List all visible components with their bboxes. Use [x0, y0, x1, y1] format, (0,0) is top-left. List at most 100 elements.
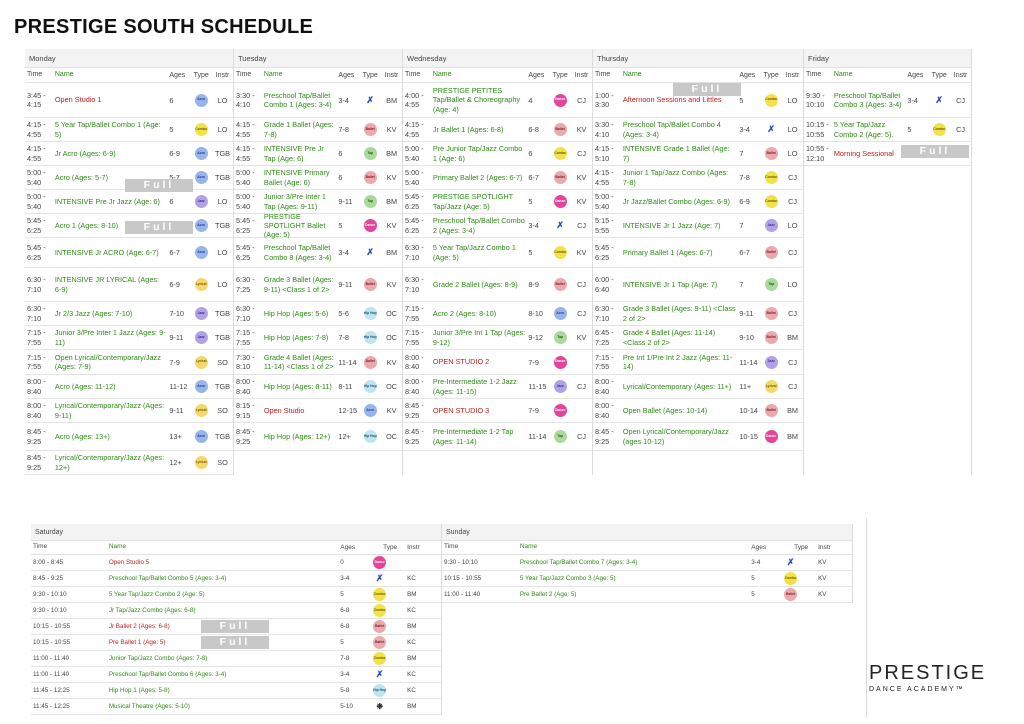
class-row[interactable]: 9:30 - 10:10 Preschool Tap/Ballet Combo 3…: [804, 83, 971, 118]
class-row[interactable]: 6:30 - 7:25 Grade 3 Ballet (Ages: 9-11) <…: [234, 268, 402, 302]
class-row[interactable]: 3:30 - 4:10 Preschool Tap/Ballet Combo 1 …: [234, 83, 402, 118]
class-name[interactable]: 5 Year Tap/Ballet Combo 1 (Age: 5): [54, 120, 161, 139]
class-row[interactable]: 5:45 - 6:25 Primary Ballet 1 (Ages: 6-7) 6…: [593, 238, 803, 268]
class-row[interactable]: 6:45 - 7:25 Grade 4 Ballet (Ages: 11-14) …: [593, 326, 803, 350]
class-name[interactable]: Preschool Tap/Ballet Combo 5 (Ages: 3-4): [108, 574, 227, 582]
class-row[interactable]: 10:55 - 12:10 Morning Sessional Full: [804, 142, 971, 166]
class-row[interactable]: 8:15 - 9:15 Open Studio 12-15 Acro KV: [234, 399, 402, 423]
class-name[interactable]: Musical Theatre (Ages: 5-10): [108, 702, 190, 710]
class-row[interactable]: 5:45 - 6:25 PRESTIGE SPOTLIGHT Tap/Jazz (…: [403, 190, 592, 214]
class-row[interactable]: 7:15 - 7:55 Junior 3/Pre Int 1 Tap (Ages:…: [403, 326, 592, 350]
class-row[interactable]: 8:45 - 9:25 Lyrical/Contemporary/Jazz (Ag…: [25, 451, 233, 475]
class-name[interactable]: Open Lyrical/Contemporary/Jazz (ages 10-…: [622, 427, 729, 446]
class-name[interactable]: PRESTIGE PETITES Tap/Ballet & Choreograp…: [432, 86, 521, 114]
class-row[interactable]: 11:00 - 11:40 Pre Ballet 2 (Age: 5) 5 Balle…: [442, 587, 852, 603]
class-name[interactable]: INTENSIVE Pre Jr Tap (Age: 6): [263, 144, 324, 163]
class-name[interactable]: Primary Ballet 1 (Ages: 6-7): [622, 247, 713, 257]
class-row[interactable]: 5:00 - 5:40 INTENSIVE Primary Ballet (Age…: [234, 166, 402, 190]
class-row[interactable]: 4:15 - 5:10 INTENSIVE Grade 1 Ballet (Age…: [593, 142, 803, 166]
class-name[interactable]: Junior Tap/Jazz Combo (Ages: 7-8): [108, 654, 208, 662]
class-name[interactable]: Jr Jazz/Ballet Combo (Ages: 6-9): [622, 196, 730, 206]
class-row[interactable]: 7:15 - 7:55 Acro 2 (Ages: 8-10) 8-10 Acro CJ: [403, 302, 592, 326]
class-row[interactable]: 6:30 - 7:10 Hip Hop (Ages: 5-6) 5-6 Hip Hop…: [234, 302, 402, 326]
class-row[interactable]: 4:00 - 4:55 PRESTIGE PETITES Tap/Ballet &…: [403, 83, 592, 118]
class-name[interactable]: Jr Ballet 2 (Ages: 6-8): [108, 622, 170, 630]
class-row[interactable]: 5:45 - 6:25 Preschool Tap/Ballet Combo 2 …: [403, 214, 592, 238]
class-row[interactable]: 8:00 - 8:40 Pre-Intermediate 1-2 Jazz (Ag…: [403, 375, 592, 399]
class-row[interactable]: 8:45 - 9:25 OPEN STUDIO 3 7-9 Dance: [403, 399, 592, 423]
class-row[interactable]: 6:30 - 7:10 Jr 2/3 Jazz (Ages: 7-10) 7-10 J…: [25, 302, 233, 326]
class-name[interactable]: INTENSIVE Grade 1 Ballet (Age: 7): [622, 144, 730, 163]
class-row[interactable]: 8:00 - 8:40 Lyrical/Contemporary/Jazz (Ag…: [25, 399, 233, 423]
class-name[interactable]: INTENSIVE Pre Jr Jazz (Age: 6): [54, 196, 160, 206]
class-name[interactable]: Preschool Tap/Ballet Combo 8 (Ages: 3-4): [263, 243, 332, 262]
class-row[interactable]: 6:00 - 6:40 INTENSIVE Jr 1 Tap (Age: 7) 7 T…: [593, 268, 803, 302]
class-row[interactable]: 9:30 - 10:10 Preschool Tap/Ballet Combo 7…: [442, 555, 852, 571]
class-name[interactable]: Junior 1 Tap/Jazz Combo (Ages: 7-8): [622, 168, 729, 187]
class-row[interactable]: 4:15 - 4:55 Junior 1 Tap/Jazz Combo (Ages…: [593, 166, 803, 190]
class-name[interactable]: INTENSIVE Jr ACRO (Age: 6-7): [54, 247, 159, 257]
class-name[interactable]: Open Studio 5: [108, 558, 150, 566]
class-row[interactable]: 11:45 - 12:25 Hip Hop 1 (Ages: 5-8) 5-8 Hip…: [31, 683, 441, 699]
class-row[interactable]: 5:00 - 5:40 Pre Junior Tap/Jazz Combo 1 (…: [403, 142, 592, 166]
class-row[interactable]: 7:15 - 7:55 Junior 3/Pre Inter 1 Jazz (Ag…: [25, 326, 233, 350]
class-name[interactable]: PRESTIGE SPOTLIGHT Ballet (Age: 5): [263, 211, 326, 240]
class-name[interactable]: Preschool Tap/Ballet Combo 1 (Ages: 3-4): [263, 90, 332, 109]
class-name[interactable]: Grade 3 Ballet (Ages: 9-11) <Class 2 of …: [622, 304, 736, 323]
class-row[interactable]: 8:45 - 9:25 Open Lyrical/Contemporary/Jaz…: [593, 423, 803, 451]
class-row[interactable]: 7:15 - 7:55 Pre Int 1/Pre Int 2 Jazz (Age…: [593, 350, 803, 375]
class-name[interactable]: Lyrical/Contemporary/Jazz (Ages: 9-11): [54, 401, 165, 420]
class-row[interactable]: 4:15 - 4:55 Jr Ballet 1 (Ages: 6-8) 6-8 Bal…: [403, 118, 592, 142]
class-row[interactable]: 8:00 - 8:45 Open Studio 5 0 Dance: [31, 555, 441, 571]
class-name[interactable]: Morning Sessional: [833, 148, 894, 158]
class-name[interactable]: INTENSIVE Jr 1 Tap (Age: 7): [622, 279, 718, 289]
class-name[interactable]: Hip Hop (Ages: 8-11): [263, 381, 332, 391]
class-name[interactable]: Grade 4 Ballet (Ages: 11-14) <Class 1 of…: [263, 352, 334, 371]
class-name[interactable]: Preschool Tap/Ballet Combo 7 (Ages: 3-4): [519, 558, 638, 566]
class-row[interactable]: 7:15 - 7:55 Hip Hop (Ages: 7-8) 7-8 Hip Hop…: [234, 326, 402, 350]
class-name[interactable]: Hip Hop (Ages: 7-8): [263, 332, 329, 342]
class-name[interactable]: Acro 1 (Ages: 8-10): [54, 220, 119, 230]
class-row[interactable]: 9:30 - 10:10 5 Year Tap/Jazz Combo 2 (Age…: [31, 587, 441, 603]
class-row[interactable]: 10:15 - 10:55 5 Year Tap/Jazz Combo 3 (Ag…: [442, 571, 852, 587]
class-name[interactable]: INTENSIVE Primary Ballet (Age: 6): [263, 168, 330, 187]
class-name[interactable]: Pre Ballet 1 (Age: 5): [108, 638, 166, 646]
class-name[interactable]: PRESTIGE SPOTLIGHT Tap/Jazz (Age: 5): [432, 192, 514, 211]
class-name[interactable]: Hip Hop 1 (Ages: 5-8): [108, 686, 170, 694]
class-row[interactable]: 4:15 - 4:55 Jr Acro (Ages: 6-9) 6-9 Acro TGB: [25, 142, 233, 166]
class-row[interactable]: 8:45 - 9:25 Preschool Tap/Ballet Combo 5 …: [31, 571, 441, 587]
class-row[interactable]: 8:45 - 9:25 Acro (Ages: 13+) 13+ Acro TGB: [25, 423, 233, 451]
class-row[interactable]: 3:45 - 4:15 Open Studio 1 6 Acro LO: [25, 83, 233, 118]
class-name[interactable]: OPEN STUDIO 3: [432, 405, 490, 415]
class-row[interactable]: 8:00 - 8:40 OPEN STUDIO 2 7-9 Dance: [403, 350, 592, 375]
class-row[interactable]: 10:15 - 10:55 5 Year Tap/Jazz Combo 2 (Ag…: [804, 118, 971, 142]
class-row[interactable]: 11:00 - 11:40 Preschool Tap/Ballet Combo …: [31, 667, 441, 683]
class-row[interactable]: 6:30 - 7:10 Grade 3 Ballet (Ages: 9-11) <…: [593, 302, 803, 326]
class-row[interactable]: 8:00 - 8:40 Lyrical/Contemporary (Ages: 1…: [593, 375, 803, 399]
class-row[interactable]: 6:30 - 7:10 Grade 2 Ballet (Ages: 8-9) 8-9…: [403, 268, 592, 302]
class-name[interactable]: Jr Acro (Ages: 6-9): [54, 148, 116, 158]
class-name[interactable]: Preschool Tap/Ballet Combo 6 (Ages: 3-4): [108, 670, 227, 678]
class-row[interactable]: 8:00 - 8:40 Open Ballet (Ages: 10-14) 10-1…: [593, 399, 803, 423]
class-name[interactable]: Hip Hop (Ages: 12+): [263, 431, 331, 441]
class-row[interactable]: 3:30 - 4:10 Preschool Tap/Ballet Combo 4 …: [593, 118, 803, 142]
class-name[interactable]: 5 Year Tap/Jazz Combo 2 (Age: 5): [108, 590, 205, 598]
class-row[interactable]: 4:15 - 4:55 INTENSIVE Pre Jr Tap (Age: 6)…: [234, 142, 402, 166]
class-name[interactable]: INTENSIVE JR LYRICAL (Ages: 6-9): [54, 275, 160, 294]
class-row[interactable]: 5:15 - 5:55 INTENSIVE Jr 1 Jazz (Age: 7) 7…: [593, 214, 803, 238]
class-name[interactable]: Preschool Tap/Ballet Combo 2 (Ages: 3-4): [432, 216, 525, 235]
class-name[interactable]: Jr Ballet 1 (Ages: 6-8): [432, 124, 504, 134]
class-name[interactable]: Primary Ballet 2 (Ages: 6-7): [432, 172, 523, 182]
class-name[interactable]: 5 Year Tap/Jazz Combo 2 (Age: 5).: [833, 120, 894, 139]
class-name[interactable]: Lyrical/Contemporary/Jazz (Ages: 12+): [54, 453, 165, 472]
class-name[interactable]: Open Studio 1: [54, 95, 102, 105]
class-row[interactable]: 5:00 - 5:40 Primary Ballet 2 (Ages: 6-7) 6…: [403, 166, 592, 190]
class-name[interactable]: Afternoon Sessions and Littles: [622, 95, 722, 105]
class-name[interactable]: Open Ballet (Ages: 10-14): [622, 405, 708, 415]
class-name[interactable]: 5 Year Tap/Jazz Combo 3 (Age: 5): [519, 574, 616, 582]
class-row[interactable]: 7:15 - 7:55 Open Lyrical/Contemporary/Jaz…: [25, 350, 233, 375]
class-name[interactable]: Junior 3/Pre Inter 1 Tap (Ages: 9-11): [263, 192, 326, 211]
class-row[interactable]: 5:00 - 5:40 Jr Jazz/Ballet Combo (Ages: 6…: [593, 190, 803, 214]
class-row[interactable]: 8:00 - 8:40 Acro (Ages: 11-12) 11-12 Acro TG…: [25, 375, 233, 399]
